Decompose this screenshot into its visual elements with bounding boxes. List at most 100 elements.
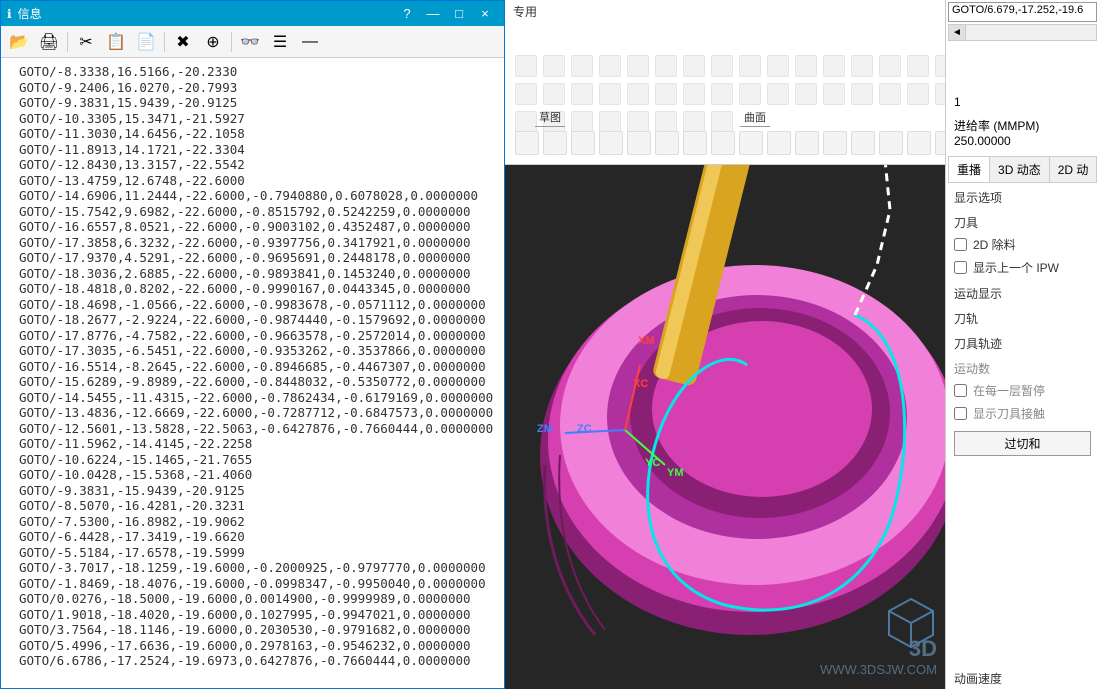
section-toolpath: 刀轨 <box>946 304 1099 329</box>
axis-zc: ZC <box>577 423 592 435</box>
ribbon-icon[interactable] <box>515 83 537 105</box>
ribbon-icon[interactable] <box>655 55 677 77</box>
axis-yc: YC <box>645 457 660 469</box>
ribbon-icon[interactable] <box>767 83 789 105</box>
ribbon-icon[interactable] <box>767 55 789 77</box>
toolbar-icon[interactable] <box>823 131 847 155</box>
axis-zm: ZM <box>537 423 553 435</box>
checkbox-ipw-input[interactable] <box>954 261 967 274</box>
ribbon-icon[interactable] <box>879 55 901 77</box>
toolbar-icon[interactable] <box>683 131 707 155</box>
scroll-left-icon[interactable]: ◄ <box>949 25 966 40</box>
section-motion-count: 运动数 <box>946 354 1099 379</box>
ribbon-icon[interactable] <box>739 55 761 77</box>
ribbon-icon[interactable] <box>683 83 705 105</box>
tab-2d-dynamic[interactable]: 2D 动 <box>1049 156 1098 182</box>
info-dialog: ℹ 信息 ? — □ × 📂🖨✂📋📄✖⊕👓☰— GOTO/-8.3338,16.… <box>0 0 505 689</box>
target-icon[interactable]: ⊕ <box>199 28 227 56</box>
ribbon-icon[interactable] <box>711 83 733 105</box>
watermark-url: WWW.3DSJW.COM <box>820 662 937 677</box>
paste-icon[interactable]: 📄 <box>132 28 160 56</box>
section-display-options: 显示选项 <box>946 183 1099 208</box>
ribbon-icon[interactable] <box>571 55 593 77</box>
ribbon-icon[interactable] <box>879 83 901 105</box>
delete-icon[interactable]: ✖ <box>169 28 197 56</box>
ribbon-icon[interactable] <box>795 55 817 77</box>
ribbon-icon[interactable] <box>571 83 593 105</box>
open-icon[interactable]: 📂 <box>5 28 33 56</box>
ribbon-icon[interactable] <box>627 55 649 77</box>
checkbox-2d-input[interactable] <box>954 238 967 251</box>
toolbar-icon[interactable] <box>655 131 679 155</box>
info-icon: ℹ <box>7 7 12 21</box>
toolbar-icon[interactable] <box>907 131 931 155</box>
tab-replay[interactable]: 重播 <box>948 156 990 182</box>
checkbox-pause-layer[interactable]: 在每一层暂停 <box>946 379 1099 402</box>
tab-bar: 重播 3D 动态 2D 动 <box>948 156 1097 183</box>
toolbar-icon[interactable] <box>711 131 735 155</box>
find-icon[interactable]: 👓 <box>236 28 264 56</box>
dialog-toolbar: 📂🖨 ✂📋📄 ✖⊕ 👓☰— <box>1 26 504 58</box>
restore-button[interactable]: □ <box>446 3 472 25</box>
right-panel: GOTO/6.679,-17.252,-19.6 ◄ 1 进给率 (MMPM) … <box>945 0 1099 689</box>
list-icon[interactable]: ☰ <box>266 28 294 56</box>
hscrollbar[interactable]: ◄ <box>948 24 1097 41</box>
3d-viewport[interactable]: XM XC ZM ZC YC YM 3D WWW.3DSJW.COM <box>505 165 945 689</box>
ribbon-icon[interactable] <box>739 83 761 105</box>
ribbon-icon[interactable] <box>795 83 817 105</box>
ribbon-icon[interactable] <box>543 83 565 105</box>
ribbon-icon[interactable] <box>823 83 845 105</box>
checkbox-pause-input[interactable] <box>954 384 967 397</box>
ribbon-icon[interactable] <box>543 55 565 77</box>
ribbon-icon[interactable] <box>599 55 621 77</box>
toolbar-icon[interactable] <box>627 131 651 155</box>
toolbar-icon[interactable] <box>795 131 819 155</box>
axis-xc: XC <box>633 378 648 390</box>
ribbon-icon[interactable] <box>599 83 621 105</box>
ribbon-icon[interactable] <box>823 55 845 77</box>
print-icon[interactable]: 🖨 <box>35 28 63 56</box>
ribbon-icon[interactable] <box>711 55 733 77</box>
minimize-button[interactable]: — <box>420 3 446 25</box>
ribbon-icon[interactable] <box>851 83 873 105</box>
copy-icon[interactable]: 📋 <box>102 28 130 56</box>
ribbon-tab-special[interactable]: 专用 <box>507 0 543 23</box>
toolbar-icon[interactable] <box>739 131 763 155</box>
toolbar-icon[interactable] <box>599 131 623 155</box>
address-field[interactable]: GOTO/6.679,-17.252,-19.6 <box>948 2 1097 22</box>
checkbox-show-contact[interactable]: 显示刀具接触 <box>946 402 1099 425</box>
feedrate-label: 进给率 (MMPM) 250.00000 <box>946 113 1099 152</box>
checkbox-show-ipw[interactable]: 显示上一个 IPW <box>946 256 1099 279</box>
dialog-title: 信息 <box>18 5 394 22</box>
minus-icon[interactable]: — <box>296 28 324 56</box>
toolbar-icon[interactable] <box>851 131 875 155</box>
checkbox-contact-input[interactable] <box>954 407 967 420</box>
toolbar-icon[interactable] <box>543 131 567 155</box>
close-button[interactable]: × <box>472 3 498 25</box>
ribbon-icon[interactable] <box>515 55 537 77</box>
line-number: 1 <box>946 91 1099 113</box>
watermark: 3D WWW.3DSJW.COM <box>820 636 937 677</box>
watermark-title: 3D <box>820 636 937 662</box>
cut-icon[interactable]: ✂ <box>72 28 100 56</box>
ribbon-icon[interactable] <box>907 55 929 77</box>
axis-xm: XM <box>638 335 655 347</box>
checkbox-2d-remove[interactable]: 2D 除料 <box>946 233 1099 256</box>
help-button[interactable]: ? <box>394 3 420 25</box>
gouge-check-button[interactable]: 过切和 <box>954 431 1091 456</box>
tab-3d-dynamic[interactable]: 3D 动态 <box>989 156 1050 182</box>
toolbar-icon[interactable] <box>879 131 903 155</box>
nc-listing[interactable]: GOTO/-8.3338,16.5166,-20.2330 GOTO/-9.24… <box>1 58 504 688</box>
ribbon-icon[interactable] <box>627 83 649 105</box>
dialog-titlebar[interactable]: ℹ 信息 ? — □ × <box>1 1 504 26</box>
viewport-canvas <box>505 165 945 689</box>
ribbon-icon[interactable] <box>683 55 705 77</box>
toolbar-icon[interactable] <box>515 131 539 155</box>
section-motion-display: 运动显示 <box>946 279 1099 304</box>
section-tool: 刀具 <box>946 208 1099 233</box>
ribbon-icon[interactable] <box>655 83 677 105</box>
toolbar-icon[interactable] <box>767 131 791 155</box>
toolbar-icon[interactable] <box>571 131 595 155</box>
ribbon-icon[interactable] <box>907 83 929 105</box>
ribbon-icon[interactable] <box>851 55 873 77</box>
